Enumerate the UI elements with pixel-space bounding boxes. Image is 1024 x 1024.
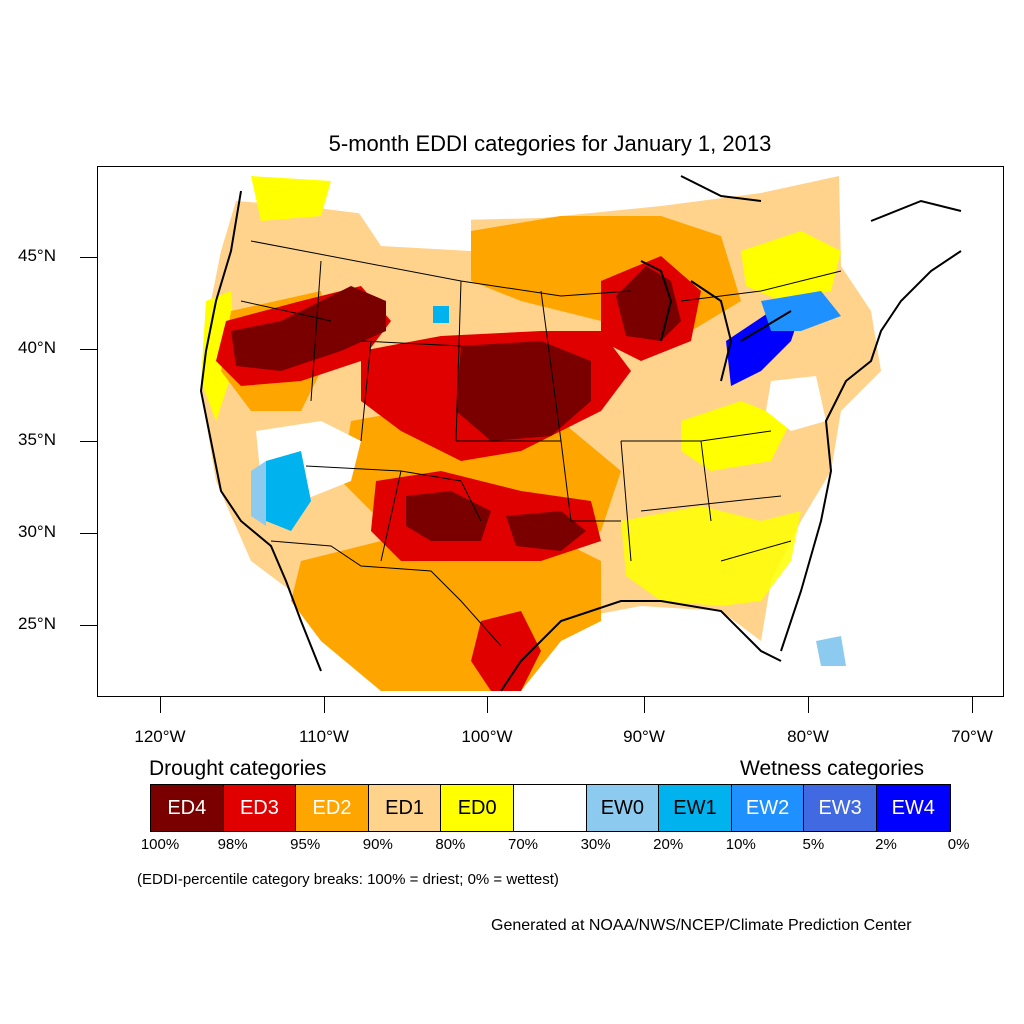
lon-label-120w: 120°W <box>134 727 186 746</box>
legend-break-label: 100% <box>140 836 180 853</box>
legend-swatch-ed2: ED2 <box>296 785 369 831</box>
legend-swatch-normal <box>513 785 587 831</box>
legend-break-label: 5% <box>802 836 825 853</box>
legend-break-label: 10% <box>725 836 756 853</box>
ew1-region-nevada <box>266 451 311 531</box>
lat-label-35: 35°N <box>18 430 56 449</box>
lon-tick <box>487 697 488 713</box>
legend-break-label: 90% <box>362 836 393 853</box>
legend-swatch-ew4: EW4 <box>876 785 950 831</box>
legend-swatch-ed1: ED1 <box>368 785 442 831</box>
ed0-region-southeast <box>621 506 801 606</box>
lat-tick <box>80 257 97 258</box>
lat-tick <box>80 625 97 626</box>
gulf-coastline <box>500 600 782 692</box>
hudson-bay-outline <box>680 175 962 222</box>
lon-tick <box>160 697 161 713</box>
ew1-region-south-dakota <box>433 306 449 323</box>
east-coastline <box>780 250 962 652</box>
eddi-map <box>97 166 1004 697</box>
legend-break-label: 2% <box>875 836 897 853</box>
ed3-region-texas <box>471 611 541 691</box>
lon-tick <box>808 697 809 713</box>
ed4-region-northwest <box>231 286 386 371</box>
west-coastline <box>199 190 322 672</box>
ed4-region-oklahoma <box>506 511 586 551</box>
near-normal-region-north <box>351 201 471 251</box>
legend-break-label: 70% <box>507 836 539 853</box>
ew2-region-new-york <box>761 291 841 331</box>
legend-swatch-ed3: ED3 <box>223 785 297 831</box>
lat-tick <box>80 441 97 442</box>
credit-line: Generated at NOAA/NWS/NCEP/Climate Predi… <box>491 917 912 934</box>
lon-label-70w: 70°W <box>951 727 993 746</box>
lat-tick <box>80 349 97 350</box>
legend-swatch-ed0: ED0 <box>441 785 514 831</box>
legend-swatch-ew0: EW0 <box>586 785 660 831</box>
lat-label-30: 30°N <box>18 522 56 541</box>
ed0-region-north <box>251 176 331 221</box>
lon-tick <box>324 697 325 713</box>
category-breaks-note: (EDDI-percentile category breaks: 100% =… <box>137 871 559 888</box>
legend-break-label: 98% <box>217 836 248 853</box>
canada-border <box>250 240 842 302</box>
wetness-categories-heading: Wetness categories <box>740 757 925 780</box>
legend-break-label: 30% <box>580 836 611 853</box>
drought-categories-heading: Drought categories <box>149 757 327 780</box>
ew0-region-florida <box>816 636 846 666</box>
legend-swatch-ew2: EW2 <box>731 785 805 831</box>
legend-swatch-ew1: EW1 <box>659 785 732 831</box>
lat-label-45: 45°N <box>18 246 56 265</box>
lat-label-25: 25°N <box>18 614 56 633</box>
lon-tick <box>644 697 645 713</box>
lat-tick <box>80 533 97 534</box>
legend-break-label: 20% <box>653 836 684 853</box>
legend-break-label: 0% <box>947 836 970 853</box>
lon-label-100w: 100°W <box>461 727 513 746</box>
state-lines <box>240 260 792 562</box>
lat-label-40: 40°N <box>18 338 56 357</box>
great-lakes-outline <box>640 260 792 382</box>
legend-break-label: 95% <box>290 836 321 853</box>
legend-break-label: 80% <box>435 836 466 853</box>
lon-label-80w: 80°W <box>787 727 829 746</box>
map-title: 5-month EDDI categories for January 1, 2… <box>328 131 772 156</box>
ew0-region-california <box>251 461 266 526</box>
ed4-region-southern-plains <box>406 491 491 541</box>
mexico-border <box>270 540 502 647</box>
lon-label-90w: 90°W <box>623 727 665 746</box>
legend-swatch-ew3: EW3 <box>804 785 877 831</box>
lon-label-110w: 110°W <box>299 727 349 746</box>
near-normal-region-northeast <box>766 376 826 431</box>
ed0-region-northeast <box>741 231 841 301</box>
lon-tick <box>972 697 973 713</box>
legend-swatch-ed4: ED4 <box>151 785 224 831</box>
category-colorbar: ED4 ED3 ED2 ED1 ED0 EW0 EW1 EW2 EW3 EW4 <box>150 784 951 832</box>
